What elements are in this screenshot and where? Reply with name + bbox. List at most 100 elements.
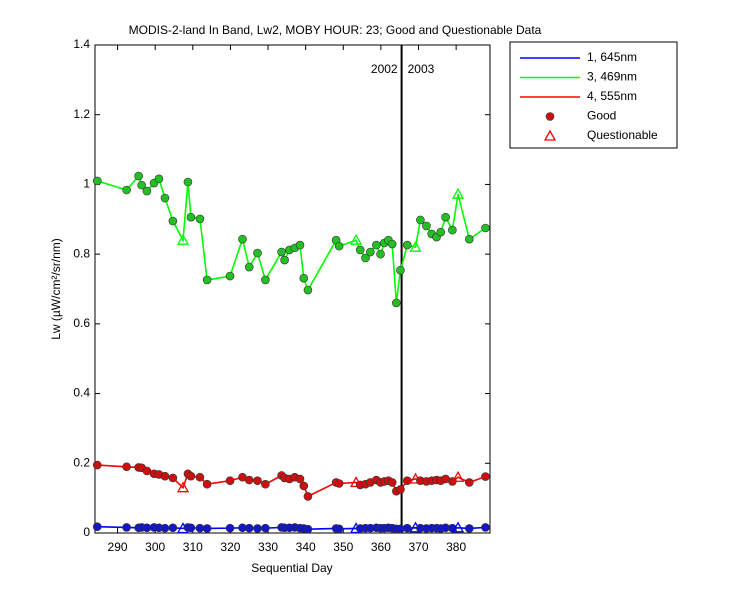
y-tick-label: 0.2: [73, 455, 90, 469]
good-point: [195, 214, 205, 224]
good-point: [465, 524, 474, 533]
questionable-point: [451, 470, 465, 482]
good-point: [244, 475, 254, 485]
annotation: 2002: [371, 62, 398, 76]
good-point: [253, 476, 262, 486]
good-point: [225, 523, 235, 533]
good-point: [303, 285, 313, 295]
good-point: [303, 492, 313, 501]
good-point: [122, 185, 131, 195]
x-tick-label: 360: [371, 540, 391, 554]
good-point: [238, 234, 247, 244]
x-tick-label: 320: [220, 540, 240, 554]
x-tick-label: 330: [258, 540, 278, 554]
questionable-point: [451, 521, 465, 533]
good-point: [142, 523, 152, 533]
good-point: [334, 241, 344, 251]
good-point: [396, 265, 405, 275]
x-tick-label: 370: [409, 540, 429, 554]
good-point: [186, 523, 196, 533]
good-point: [387, 239, 397, 249]
good-point: [355, 245, 365, 255]
good-point: [122, 523, 131, 532]
x-tick-label: 380: [446, 540, 466, 554]
good-point: [481, 472, 490, 481]
good-point: [436, 227, 446, 237]
good-point: [195, 472, 205, 482]
legend-marker: [543, 129, 557, 141]
good-point: [402, 240, 412, 250]
y-tick-label: 1: [83, 177, 90, 191]
good-point: [253, 524, 262, 533]
good-point: [465, 234, 474, 244]
good-point: [134, 171, 143, 181]
good-point: [160, 471, 170, 481]
good-point: [261, 479, 270, 489]
good-point: [396, 485, 405, 494]
y-tick-label: 1.2: [73, 107, 90, 121]
questionable-point: [451, 187, 465, 199]
good-point: [92, 176, 102, 186]
good-point: [465, 478, 474, 487]
good-point: [92, 460, 102, 470]
good-point: [387, 478, 397, 487]
legend-marker: [545, 112, 555, 121]
good-point: [202, 524, 212, 533]
good-point: [416, 215, 425, 225]
y-axis-label: Lw (µW/cm²/sr/nm): [49, 238, 63, 340]
good-point: [160, 193, 170, 203]
good-point: [195, 523, 205, 533]
good-point: [392, 298, 401, 308]
good-point: [366, 247, 375, 257]
questionable-point: [176, 481, 190, 493]
good-point: [202, 479, 212, 489]
legend: [509, 41, 678, 149]
good-point: [253, 248, 262, 258]
good-point: [244, 523, 254, 533]
good-point: [481, 523, 490, 532]
good-point: [183, 177, 193, 187]
good-point: [202, 275, 212, 285]
good-point: [277, 247, 286, 257]
legend-label: Good: [587, 109, 616, 123]
good-point: [481, 223, 490, 233]
y-tick-label: 0.8: [73, 246, 90, 260]
x-tick-label: 310: [183, 540, 203, 554]
plot-area: [94, 44, 491, 534]
good-point: [299, 273, 309, 283]
good-point: [334, 524, 344, 534]
good-point: [372, 240, 381, 250]
x-tick-label: 300: [145, 540, 165, 554]
y-tick-label: 0.4: [73, 386, 90, 400]
chart-title: MODIS-2-land In Band, Lw2, MOBY HOUR: 23…: [129, 23, 542, 37]
good-point: [142, 466, 152, 476]
good-point: [361, 253, 370, 263]
good-point: [244, 262, 254, 272]
legend-label: 4, 555nm: [587, 89, 637, 103]
good-point: [376, 249, 385, 259]
legend-label: 3, 469nm: [587, 70, 637, 84]
good-point: [299, 481, 309, 491]
y-tick-label: 0.6: [73, 316, 90, 330]
good-point: [186, 471, 196, 481]
good-point: [122, 462, 131, 472]
x-tick-label: 350: [333, 540, 353, 554]
x-tick-label: 340: [296, 540, 316, 554]
annotation: 2003: [408, 62, 435, 76]
good-point: [448, 225, 457, 235]
legend-label: 1, 645nm: [587, 50, 637, 64]
good-point: [225, 476, 235, 486]
questionable-point: [349, 233, 363, 245]
good-point: [92, 522, 102, 532]
good-point: [160, 523, 170, 533]
good-point: [334, 479, 344, 488]
good-point: [261, 275, 270, 285]
good-point: [142, 186, 152, 196]
good-point: [154, 174, 164, 184]
good-point: [186, 212, 196, 222]
questionable-point: [409, 240, 422, 252]
good-point: [168, 523, 178, 533]
x-tick-label: 290: [108, 540, 128, 554]
good-point: [295, 240, 305, 250]
